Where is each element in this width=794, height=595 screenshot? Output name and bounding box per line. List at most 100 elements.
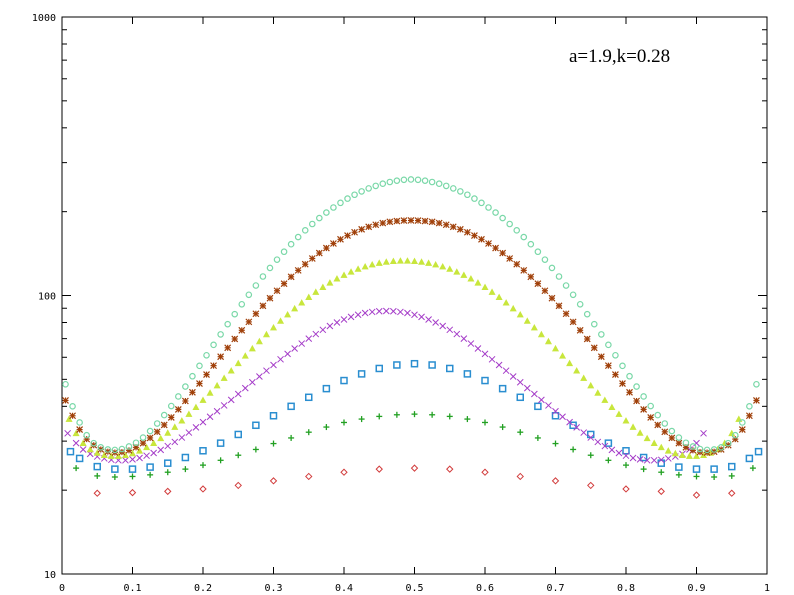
series-5-point: [738, 426, 746, 434]
ast-b: [753, 397, 760, 404]
series-5-point: [471, 232, 478, 240]
series-3-point: [425, 316, 432, 323]
ast-b: [181, 397, 189, 405]
series-2-point: [393, 361, 401, 369]
series-2-point: [675, 463, 683, 471]
cross-b: [530, 390, 538, 398]
cross-b: [552, 407, 559, 415]
series-4-point: [537, 330, 545, 338]
series-4-point: [347, 268, 355, 275]
x-tick-label: 0.3: [264, 583, 282, 594]
series-3-point: [213, 407, 221, 415]
series-5-point: [259, 302, 267, 310]
series-4-point: [206, 389, 214, 396]
series-4-point: [418, 258, 426, 265]
series-4-point: [410, 257, 419, 264]
series-6-point: [252, 282, 260, 289]
ast-b: [619, 380, 626, 387]
series-3-point: [495, 361, 503, 369]
series-1-point: [73, 465, 80, 472]
cross-b: [64, 429, 71, 437]
series-3-point: [432, 319, 440, 326]
ast-b: [330, 240, 337, 247]
series-3-point: [340, 316, 348, 323]
series-6-point: [167, 402, 175, 410]
series-5-point: [527, 273, 535, 281]
series-4-point: [375, 259, 383, 266]
series-1-point: [482, 419, 488, 426]
cross-b: [509, 373, 517, 380]
series-6-point: [189, 372, 196, 380]
series-6-point: [654, 411, 662, 419]
series-1-point: [129, 473, 136, 480]
series-4-point: [312, 288, 320, 295]
series-4-point: [277, 317, 285, 324]
series-4-point: [93, 449, 101, 456]
series-6-point: [301, 227, 309, 234]
series-3-point: [516, 378, 524, 386]
cross-b: [488, 355, 496, 363]
cross-b: [340, 316, 348, 323]
series-6-point: [231, 310, 239, 318]
series-4-point: [530, 323, 538, 331]
series-4-point: [107, 452, 115, 459]
cross-b: [213, 407, 221, 415]
series-4-point: [685, 452, 693, 459]
series-4-point: [566, 359, 574, 367]
ast-b: [562, 310, 570, 318]
series-5-point: [287, 273, 295, 281]
ast-b: [167, 413, 175, 421]
ast-b: [90, 441, 98, 449]
series-2-point: [463, 370, 472, 378]
series-4-point: [544, 337, 552, 345]
series-5-point: [541, 287, 549, 295]
series-1-point: [200, 462, 206, 469]
series-4-point: [72, 429, 80, 437]
series-3-point: [418, 313, 425, 321]
ast-b: [146, 434, 154, 442]
series-6-point: [492, 209, 499, 216]
series-5-point: [238, 326, 246, 334]
x-tick-label: 0.2: [194, 583, 212, 594]
series-3-point: [64, 429, 71, 437]
ast-b: [428, 218, 436, 226]
series-4-point: [220, 374, 228, 381]
series-3-point: [375, 307, 383, 315]
series-5-point: [337, 235, 344, 243]
ast-b: [294, 266, 302, 274]
series-6-point: [217, 331, 224, 338]
ast-b: [287, 273, 295, 281]
series-5-point: [421, 217, 429, 225]
series-5-point: [492, 244, 499, 252]
series-5-point: [344, 232, 351, 240]
series-3-point: [446, 326, 454, 334]
series-6-point: [203, 351, 210, 359]
series-6-point: [534, 248, 542, 256]
ast-b: [442, 221, 450, 229]
series-3-point: [347, 313, 355, 321]
series-1-point: [464, 416, 471, 423]
cross-b: [664, 455, 672, 462]
series-3-point: [382, 307, 390, 315]
series-6-point: [118, 445, 126, 453]
cross-b: [382, 307, 390, 315]
series-5-point: [745, 412, 753, 420]
cross-b: [178, 434, 186, 441]
series-0-point: [622, 485, 630, 493]
series-4-point: [481, 283, 489, 291]
series-3-point: [615, 449, 623, 457]
cross-b: [79, 446, 87, 453]
ast-b: [308, 255, 316, 262]
series-0-point: [657, 487, 665, 496]
series-4-point: [664, 447, 672, 454]
series-3-point: [136, 454, 143, 462]
series-5-point: [428, 218, 436, 226]
series-0-point: [340, 468, 348, 476]
ast-b: [365, 223, 373, 231]
ast-b: [280, 280, 288, 288]
series-2-point: [604, 439, 613, 447]
series-3-point: [587, 434, 595, 441]
cross-b: [516, 378, 524, 386]
series-6-point: [731, 431, 739, 439]
series-3-point: [594, 438, 602, 446]
